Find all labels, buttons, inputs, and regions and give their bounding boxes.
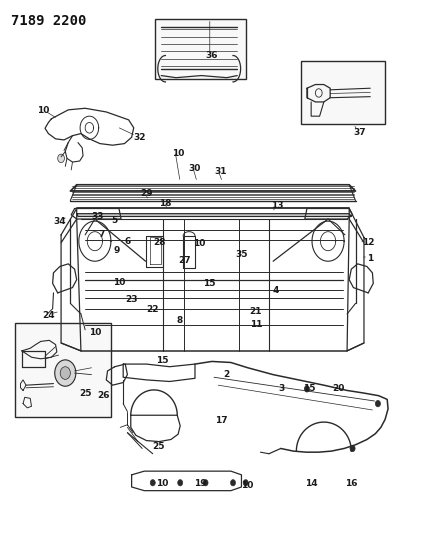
- Circle shape: [55, 360, 76, 386]
- Circle shape: [60, 367, 70, 379]
- Text: 12: 12: [362, 238, 374, 247]
- Text: 21: 21: [249, 307, 262, 316]
- Circle shape: [375, 400, 380, 407]
- Text: 27: 27: [178, 256, 191, 265]
- Bar: [155, 19, 246, 79]
- Text: 2: 2: [223, 370, 230, 379]
- Text: 25: 25: [152, 442, 164, 451]
- Text: 24: 24: [42, 311, 55, 319]
- Text: 20: 20: [333, 384, 345, 393]
- Text: 1: 1: [367, 254, 373, 263]
- Text: 34: 34: [54, 217, 66, 226]
- Text: 10: 10: [172, 149, 184, 158]
- Bar: [300, 61, 385, 124]
- Text: 9: 9: [114, 246, 120, 255]
- Text: 7: 7: [99, 230, 105, 239]
- Text: 15: 15: [204, 279, 216, 288]
- Circle shape: [304, 386, 309, 392]
- Text: 18: 18: [159, 199, 172, 208]
- Text: 10: 10: [156, 479, 169, 488]
- Circle shape: [230, 480, 235, 486]
- Text: 14: 14: [305, 479, 318, 488]
- Text: 10: 10: [37, 107, 49, 116]
- Text: 7189 2200: 7189 2200: [11, 14, 86, 28]
- Text: 16: 16: [345, 479, 357, 488]
- Text: 11: 11: [250, 320, 262, 329]
- Text: 28: 28: [153, 238, 165, 247]
- Circle shape: [150, 480, 155, 486]
- Circle shape: [58, 154, 65, 163]
- Circle shape: [350, 445, 355, 451]
- Text: 4: 4: [272, 286, 279, 295]
- Text: 6: 6: [124, 237, 131, 246]
- Text: 30: 30: [189, 164, 201, 173]
- Text: 3: 3: [279, 384, 285, 393]
- Text: 13: 13: [271, 201, 284, 211]
- Text: 10: 10: [89, 328, 101, 337]
- Text: 8: 8: [176, 316, 182, 325]
- Text: 37: 37: [354, 127, 366, 136]
- Text: 10: 10: [113, 278, 125, 287]
- Circle shape: [243, 480, 248, 486]
- Text: 29: 29: [140, 189, 153, 198]
- Text: 26: 26: [97, 391, 110, 400]
- Text: 32: 32: [134, 133, 146, 142]
- Text: 10: 10: [193, 239, 205, 248]
- Text: 15: 15: [156, 356, 169, 365]
- Text: 33: 33: [92, 212, 104, 221]
- Text: 22: 22: [146, 305, 159, 314]
- Text: 19: 19: [194, 479, 207, 488]
- Text: 10: 10: [241, 481, 253, 490]
- Text: 23: 23: [125, 295, 138, 304]
- Text: 15: 15: [303, 384, 315, 393]
- Text: 35: 35: [235, 250, 248, 259]
- Bar: [15, 323, 110, 417]
- Circle shape: [203, 480, 208, 486]
- Text: 31: 31: [214, 167, 226, 176]
- Text: 17: 17: [215, 416, 228, 425]
- Circle shape: [178, 480, 183, 486]
- Text: 25: 25: [79, 389, 92, 398]
- Text: 5: 5: [112, 216, 118, 225]
- Text: 36: 36: [205, 51, 218, 60]
